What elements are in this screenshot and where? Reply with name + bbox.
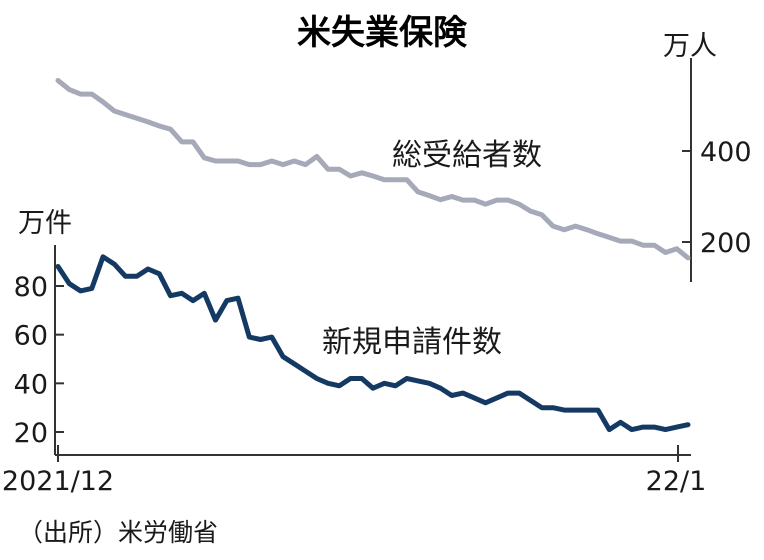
x-start-label: 2021/12 — [2, 466, 114, 497]
series-label-claims: 新規申請件数 — [322, 325, 502, 360]
right-tick-label: 200 — [700, 228, 752, 259]
chart-title: 米失業保険 — [297, 13, 468, 53]
right-axis-unit: 万人 — [663, 31, 717, 62]
left-tick-label: 40 — [14, 369, 48, 400]
series-line-recipients — [55, 78, 691, 261]
x-end-label: 22/1 — [646, 466, 707, 497]
left-tick-label: 20 — [14, 418, 48, 449]
right-tick-label: 400 — [700, 137, 752, 168]
series-line-claims — [55, 254, 691, 433]
source-note: （出所）米労働省 — [18, 518, 218, 547]
left-tick-label: 80 — [14, 272, 48, 303]
left-axis-unit: 万件 — [18, 208, 72, 239]
right-axis-ticks: 200 400 — [682, 137, 752, 259]
series-lines — [55, 78, 691, 433]
series-label-recipients: 総受給者数 — [392, 138, 542, 173]
left-axis-ticks: 20 40 60 80 — [14, 272, 64, 449]
left-tick-label: 60 — [14, 321, 48, 352]
